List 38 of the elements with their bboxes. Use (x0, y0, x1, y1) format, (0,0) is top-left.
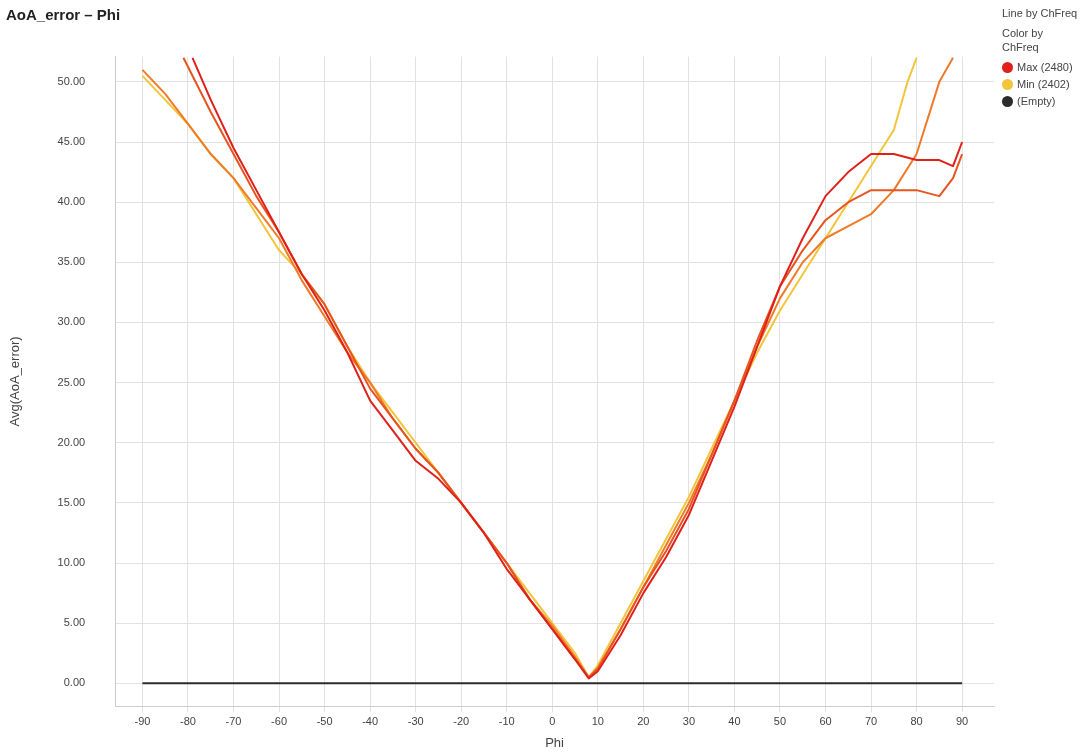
x-tick-label: 90 (956, 714, 969, 727)
y-tick-label: 40.00 (57, 195, 86, 208)
y-tick-label: 10.00 (57, 556, 86, 569)
x-tick-label: 50 (773, 714, 787, 727)
x-tick-label: 10 (591, 714, 604, 727)
x-tick-label: 0 (549, 714, 556, 727)
x-tick-label: 60 (819, 714, 832, 727)
y-tick-label: 45.00 (57, 135, 86, 148)
x-tick-label: 40 (728, 714, 741, 727)
y-tick-label: 30.00 (57, 315, 86, 328)
x-tick-label: 70 (864, 714, 878, 727)
x-tick-label: -50 (316, 714, 333, 727)
chart-title: AoA_error – Phi (6, 6, 121, 23)
y-tick-label: 25.00 (57, 375, 86, 388)
y-tick-label: 0.00 (63, 676, 86, 689)
x-tick-label: -70 (225, 714, 242, 727)
legend-label: Max (2480) (1017, 60, 1073, 74)
x-tick-label: -60 (271, 714, 288, 727)
x-tick-label: 30 (682, 714, 696, 727)
text: Line by ChFreq (1002, 6, 1079, 20)
x-tick-label: -10 (498, 714, 515, 727)
x-tick-label: -30 (407, 714, 424, 727)
x-axis-title: Phi (545, 734, 565, 750)
y-tick-label: 35.00 (57, 255, 86, 268)
legend-label: (Empty) (1017, 94, 1056, 108)
y-tick-label: 15.00 (57, 495, 86, 508)
legend-title: Color by ChFreq (1002, 26, 1044, 54)
x-tick-label: -20 (453, 714, 470, 727)
y-axis-title: Avg(AoA_error) (7, 336, 23, 427)
x-tick-label: 80 (910, 714, 923, 727)
y-tick-label: 5.00 (63, 616, 86, 629)
legend-label: Min (2402) (1017, 77, 1070, 91)
x-tick-label: 20 (637, 714, 650, 727)
y-tick-label: 50.00 (57, 74, 86, 87)
x-tick-label: -40 (362, 714, 379, 727)
y-tick-label: 20.00 (57, 435, 86, 448)
x-tick-label: -90 (134, 714, 151, 727)
x-tick-label: -80 (180, 714, 196, 727)
